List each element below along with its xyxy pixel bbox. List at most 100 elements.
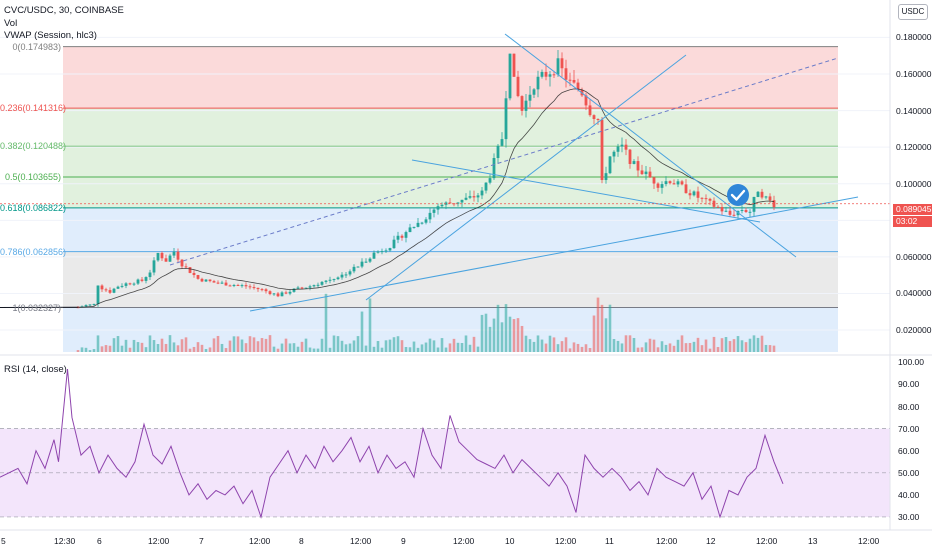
volume-bar xyxy=(108,345,112,352)
volume-bar xyxy=(484,313,488,352)
fib-level-label: 0.786(0.062856) xyxy=(0,246,67,257)
candle-body xyxy=(268,291,272,295)
volume-legend[interactable]: Vol xyxy=(4,18,18,29)
volume-bar xyxy=(480,314,484,352)
candlesticks xyxy=(0,50,776,309)
trendlines[interactable] xyxy=(0,33,890,312)
volume-bar xyxy=(304,338,308,352)
volume-bar xyxy=(716,347,720,352)
candle-body xyxy=(740,210,744,212)
volume-bar xyxy=(528,339,532,352)
candle-body xyxy=(216,282,220,284)
volume-bar xyxy=(456,342,460,352)
candle-body xyxy=(380,251,384,253)
volume-bar xyxy=(200,344,204,352)
volume-bar xyxy=(368,298,372,352)
volume-bar xyxy=(548,335,552,352)
volume-bar xyxy=(440,338,444,352)
volume-bar xyxy=(664,344,668,352)
volume-bar xyxy=(492,318,496,352)
volume-bar xyxy=(532,341,536,352)
volume-bar xyxy=(620,343,624,352)
volume-bar xyxy=(584,344,588,352)
candle-body xyxy=(212,281,216,283)
candle-body xyxy=(96,285,100,304)
candle-body xyxy=(604,173,608,181)
candle-body xyxy=(144,277,148,281)
volume-bar xyxy=(544,343,548,352)
candle-body xyxy=(152,260,156,273)
candle-body xyxy=(636,161,640,171)
volume-bar xyxy=(516,318,520,352)
volume-bar xyxy=(752,335,756,352)
volume-bar xyxy=(104,345,108,352)
candle-body xyxy=(272,293,276,295)
fib-level-label: 0.618(0.086822) xyxy=(0,202,67,213)
time-tick-label: 12:00 xyxy=(756,536,778,546)
candle-body xyxy=(292,288,296,292)
volume-bar xyxy=(448,343,452,352)
candle-body xyxy=(560,58,564,69)
volume-bar xyxy=(476,346,480,352)
volume-bar xyxy=(264,338,268,352)
candle-body xyxy=(576,82,580,90)
candle-body xyxy=(188,267,192,273)
symbol-title[interactable]: CVC/USDC, 30, COINBASE xyxy=(4,5,124,16)
volume-bar xyxy=(272,346,276,352)
candle-body xyxy=(84,305,88,307)
fib-level-label: 0.236(0.141316) xyxy=(0,103,67,114)
volume-bar xyxy=(204,348,208,352)
candle-body xyxy=(244,285,248,287)
fibonacci-retracement[interactable] xyxy=(63,46,838,352)
volume-bar xyxy=(748,338,752,352)
price-tick-label: 0.020000 xyxy=(896,325,932,336)
candle-body xyxy=(524,100,528,111)
volume-bar xyxy=(224,348,228,352)
volume-bar xyxy=(676,339,680,352)
candle-body xyxy=(184,266,188,268)
volume-bar xyxy=(628,335,632,352)
volume-bar xyxy=(220,343,224,352)
volume-bar xyxy=(672,345,676,352)
vwap-legend[interactable]: VWAP (Session, hlc3) xyxy=(4,30,97,41)
volume-bar xyxy=(428,338,432,352)
time-tick-label: 5 xyxy=(1,536,6,546)
candle-body xyxy=(680,181,684,185)
candle-body xyxy=(676,181,680,185)
volume-bar xyxy=(196,342,200,352)
time-tick-label: 13 xyxy=(808,536,818,546)
currency-button[interactable]: USDC xyxy=(898,4,928,20)
volume-bar xyxy=(120,345,124,352)
candle-body xyxy=(660,184,664,188)
candle-body xyxy=(400,235,404,238)
rsi-legend[interactable]: RSI (14, close) xyxy=(4,364,67,375)
volume-bar xyxy=(720,338,724,352)
candle-body xyxy=(236,285,240,287)
volume-bar xyxy=(296,346,300,352)
fib-level-label: 0.5(0.103655) xyxy=(4,172,61,183)
price-tick-label: 0.180000 xyxy=(896,32,932,43)
volume-bar xyxy=(760,335,764,352)
volume-bar xyxy=(380,347,384,352)
fib-level-label: 0(0.174983) xyxy=(12,41,61,52)
candle-body xyxy=(312,285,316,287)
countdown-tag: 03:02 xyxy=(893,216,932,227)
volume-bar xyxy=(240,339,244,352)
candle-body xyxy=(472,196,476,198)
candle-body xyxy=(476,195,480,198)
candle-body xyxy=(388,248,392,251)
volume-bar xyxy=(388,339,392,352)
volume-bar xyxy=(172,342,176,352)
candle-body xyxy=(664,181,668,185)
volume-bar xyxy=(88,350,92,352)
volume-bar xyxy=(176,345,180,352)
volume-bar xyxy=(244,343,248,352)
candle-body xyxy=(744,210,748,212)
candle-body xyxy=(432,209,436,213)
candle-body xyxy=(88,304,92,306)
time-tick-label: 11 xyxy=(605,536,614,546)
volume-bar xyxy=(616,340,620,352)
volume-bar xyxy=(472,336,476,352)
volume-bar xyxy=(536,335,540,352)
